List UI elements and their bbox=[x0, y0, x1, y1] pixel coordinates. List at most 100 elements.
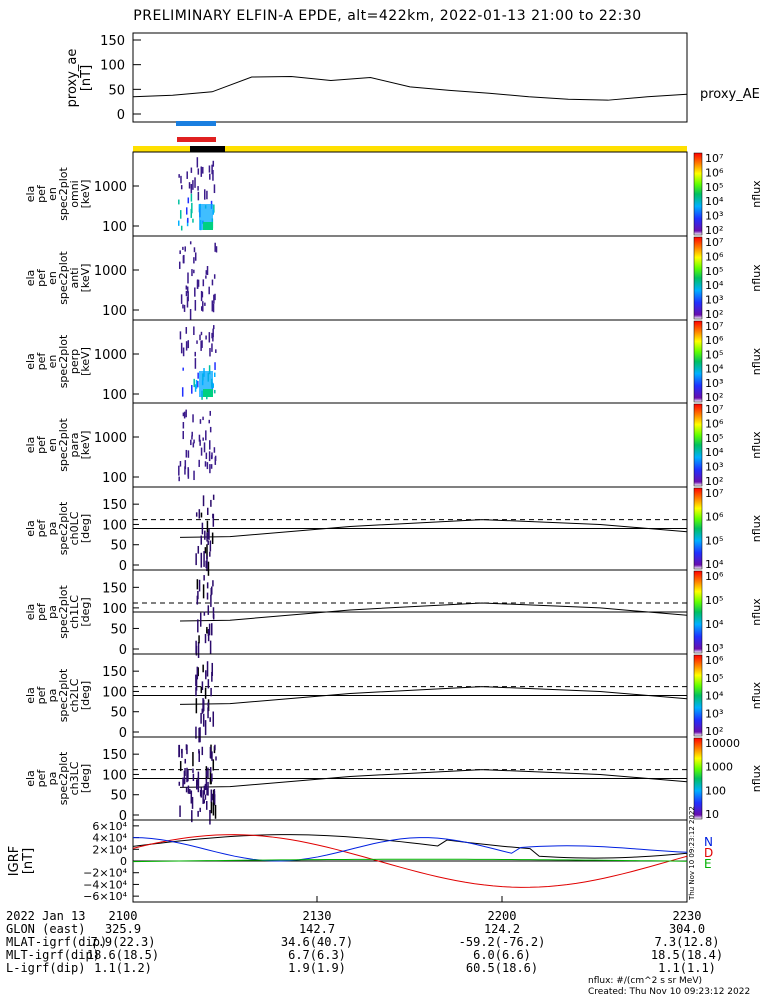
pa-data-mark bbox=[207, 605, 210, 615]
pa-data-mark bbox=[210, 594, 212, 607]
igrf-component-label: E bbox=[704, 857, 712, 871]
units-note: nflux: #/(cm^2 s sr MeV) bbox=[588, 976, 702, 986]
spec-ylabel: spec2plot bbox=[57, 334, 70, 388]
pa-tick-label: 50 bbox=[110, 706, 127, 721]
pa-data-mark bbox=[209, 640, 212, 654]
pa-data-mark bbox=[187, 785, 190, 794]
spec-ylabel: ela bbox=[24, 186, 37, 203]
pa0-colorbar-tick: 10⁵ bbox=[705, 534, 723, 547]
spec-data-mark bbox=[213, 294, 215, 304]
pa-data-mark bbox=[195, 640, 197, 654]
pa-data-mark bbox=[202, 699, 205, 712]
pa-data-mark bbox=[181, 748, 183, 758]
pa-data-mark bbox=[201, 522, 204, 535]
pa2-colorbar-tick: 10⁵ bbox=[705, 672, 723, 685]
pa-ylabel: ela bbox=[24, 520, 37, 537]
pa1-colorbar-tick: 10⁶ bbox=[705, 570, 724, 583]
spec-data-mark bbox=[215, 246, 218, 253]
pa-ylabel: [deg] bbox=[79, 514, 92, 543]
pa-ylabel: ch1LC bbox=[68, 595, 81, 629]
pa-ylabel: ela bbox=[24, 687, 37, 704]
spec-data-mark bbox=[203, 189, 206, 200]
pa3-colorbar-tick: 100 bbox=[705, 784, 726, 797]
pa-data-mark bbox=[209, 551, 211, 557]
pa-data-mark bbox=[211, 773, 213, 782]
spec-data-mark bbox=[187, 197, 190, 204]
pa-data-mark bbox=[197, 667, 199, 677]
spec-data-mark bbox=[183, 411, 186, 419]
footer-row-mlat: MLAT-igrf(dip) bbox=[6, 935, 108, 949]
spec3-colorbar-tick: 10² bbox=[705, 475, 723, 488]
spec-data-mark bbox=[180, 175, 182, 184]
pa-tick-label: 50 bbox=[110, 622, 127, 637]
spec-data-mark bbox=[185, 449, 188, 458]
spec-data-mark bbox=[186, 296, 189, 308]
pa-ylabel: pef bbox=[35, 769, 48, 788]
pa-tick-label: 100 bbox=[102, 685, 127, 700]
pa-data-mark bbox=[189, 788, 191, 794]
pa3-colorbar bbox=[693, 737, 703, 820]
spec-data-mark bbox=[214, 242, 216, 252]
spec-data-mark bbox=[191, 269, 193, 277]
spec-data-mark bbox=[178, 174, 180, 178]
pa-data-mark bbox=[212, 802, 215, 816]
spec-tick-label: 1000 bbox=[94, 431, 127, 446]
spec-data-mark bbox=[203, 442, 206, 453]
spec0-colorbar-tick: 10⁴ bbox=[705, 195, 724, 208]
pa-data-mark bbox=[202, 713, 205, 727]
spec-data-mark bbox=[192, 414, 194, 423]
pa-data-mark bbox=[200, 512, 203, 518]
pa-ylabel: pef bbox=[35, 519, 48, 538]
spec-data-mark bbox=[189, 308, 192, 320]
spec-data-mark bbox=[182, 255, 185, 264]
spec-data-mark bbox=[185, 341, 188, 351]
spec-data-mark bbox=[186, 171, 188, 179]
spec-data-mark bbox=[179, 210, 182, 219]
pa-ylabel: ch3LC bbox=[68, 761, 81, 795]
spec-data-mark bbox=[182, 304, 184, 309]
pa-data-mark bbox=[197, 545, 200, 554]
spec-data-mark bbox=[186, 219, 189, 227]
pa-data-mark bbox=[198, 635, 200, 644]
spec-data-mark bbox=[193, 470, 195, 481]
spec-data-mark bbox=[206, 462, 209, 470]
pa-ylabel: pa bbox=[46, 772, 59, 786]
spec-data-mark bbox=[179, 461, 182, 467]
spec-data-mark bbox=[204, 302, 206, 306]
spec-data-mark bbox=[182, 431, 184, 440]
spec-data-mark bbox=[193, 378, 195, 388]
pa-data-mark bbox=[207, 532, 209, 539]
spec-data-mark bbox=[193, 326, 195, 336]
spec-data-mark bbox=[178, 261, 181, 269]
pa-data-mark bbox=[212, 759, 215, 771]
spec-data-mark bbox=[206, 190, 208, 200]
spec-data-mark bbox=[194, 287, 196, 297]
pa-data-mark bbox=[204, 783, 207, 791]
pa-data-mark bbox=[204, 547, 207, 554]
spec-data-mark bbox=[212, 169, 214, 181]
spec-data-mark bbox=[178, 465, 180, 476]
spec-data-mark bbox=[213, 184, 216, 194]
spec1-colorbar-tick: 10⁵ bbox=[705, 265, 723, 278]
created-note: Created: Thu Nov 10 09:23:12 2022 bbox=[588, 987, 751, 997]
spec-ylabel: [keV] bbox=[79, 347, 92, 376]
spec-data-mark bbox=[185, 285, 188, 290]
spec0-colorbar-tick: 10² bbox=[705, 224, 723, 237]
footer-value: 142.7 bbox=[298, 922, 336, 936]
pa2-colorbar-tick: 10⁶ bbox=[705, 654, 724, 667]
pa-tick-label: 0 bbox=[119, 809, 127, 824]
pa-data-mark bbox=[206, 532, 208, 542]
spec1-colorbar-tick: 10⁶ bbox=[705, 250, 724, 263]
spec-data-mark bbox=[189, 241, 192, 245]
igrf-tick-label: −2×10⁴ bbox=[83, 867, 127, 880]
spec-data-mark bbox=[188, 182, 191, 189]
spec-ylabel: anti bbox=[68, 267, 81, 288]
spec2-colorbar-tick: 10⁴ bbox=[705, 363, 724, 376]
igrf-tick-label: 0 bbox=[120, 855, 127, 868]
spec-tick-label: 100 bbox=[102, 388, 127, 403]
spec-data-mark bbox=[184, 246, 186, 252]
pa-tick-label: 0 bbox=[119, 559, 127, 574]
spec-tick-label: 1000 bbox=[94, 264, 127, 279]
spec-data-mark bbox=[211, 279, 214, 286]
